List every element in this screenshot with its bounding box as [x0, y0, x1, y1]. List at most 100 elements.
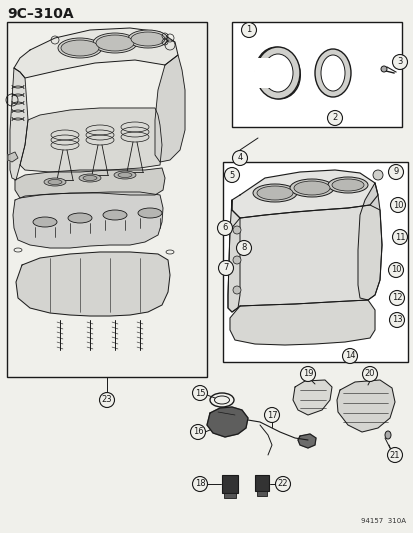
Ellipse shape — [138, 208, 161, 218]
Text: 2: 2 — [332, 114, 337, 123]
Polygon shape — [13, 192, 163, 248]
Text: 5: 5 — [229, 171, 234, 180]
Text: 19: 19 — [302, 369, 313, 378]
Polygon shape — [16, 252, 170, 316]
Ellipse shape — [262, 54, 292, 92]
Text: 10: 10 — [392, 200, 402, 209]
Ellipse shape — [68, 213, 92, 223]
Bar — [231, 22, 401, 127]
Polygon shape — [206, 407, 247, 437]
Ellipse shape — [128, 30, 168, 48]
Text: 10: 10 — [390, 265, 400, 274]
Text: 16: 16 — [192, 427, 203, 437]
Circle shape — [387, 165, 403, 180]
Ellipse shape — [252, 184, 296, 202]
Circle shape — [389, 290, 404, 305]
Circle shape — [389, 198, 404, 213]
Ellipse shape — [58, 38, 102, 58]
Circle shape — [342, 349, 357, 364]
Circle shape — [233, 286, 240, 294]
Ellipse shape — [44, 178, 66, 186]
Ellipse shape — [327, 177, 367, 193]
Text: 94157  310A: 94157 310A — [360, 518, 405, 524]
Text: 23: 23 — [102, 395, 112, 405]
Polygon shape — [297, 434, 315, 448]
Text: 11: 11 — [394, 232, 404, 241]
Ellipse shape — [96, 35, 134, 51]
Circle shape — [218, 261, 233, 276]
Circle shape — [99, 392, 114, 408]
Ellipse shape — [114, 171, 136, 179]
Ellipse shape — [256, 186, 292, 200]
Polygon shape — [20, 108, 161, 172]
Text: 9: 9 — [392, 167, 398, 176]
Polygon shape — [228, 200, 240, 312]
Ellipse shape — [255, 47, 299, 99]
Circle shape — [224, 167, 239, 182]
Text: 18: 18 — [194, 480, 205, 489]
Polygon shape — [15, 168, 165, 198]
Text: 1: 1 — [246, 26, 251, 35]
Text: 22: 22 — [277, 480, 287, 489]
Text: 14: 14 — [344, 351, 354, 360]
Ellipse shape — [289, 179, 333, 197]
Circle shape — [192, 477, 207, 491]
Text: 13: 13 — [391, 316, 401, 325]
Ellipse shape — [93, 33, 137, 53]
Text: 6: 6 — [222, 223, 227, 232]
Ellipse shape — [48, 180, 62, 184]
Bar — [254, 58, 269, 88]
Ellipse shape — [103, 210, 127, 220]
Ellipse shape — [314, 49, 350, 97]
Text: 17: 17 — [266, 410, 277, 419]
Ellipse shape — [380, 66, 386, 72]
Circle shape — [192, 385, 207, 400]
Text: 15: 15 — [194, 389, 205, 398]
Circle shape — [300, 367, 315, 382]
Ellipse shape — [384, 431, 390, 439]
Bar — [256, 491, 266, 496]
Circle shape — [233, 256, 240, 264]
Bar — [7, 22, 206, 377]
Circle shape — [233, 226, 240, 234]
Circle shape — [232, 150, 247, 166]
Polygon shape — [228, 205, 381, 312]
Circle shape — [372, 170, 382, 180]
Circle shape — [387, 448, 401, 463]
Bar — [223, 493, 235, 498]
Text: 3: 3 — [396, 58, 402, 67]
Polygon shape — [231, 170, 377, 218]
Polygon shape — [292, 380, 331, 415]
Circle shape — [236, 240, 251, 255]
Text: 20: 20 — [364, 369, 374, 378]
Ellipse shape — [83, 175, 97, 181]
Circle shape — [275, 477, 290, 491]
Bar — [223, 162, 407, 362]
Ellipse shape — [320, 55, 344, 91]
Polygon shape — [357, 183, 381, 300]
Ellipse shape — [118, 173, 132, 177]
Circle shape — [362, 367, 377, 382]
Ellipse shape — [61, 40, 99, 56]
Text: 8: 8 — [241, 244, 246, 253]
Bar — [221, 475, 237, 493]
Text: 21: 21 — [389, 450, 399, 459]
Ellipse shape — [131, 32, 165, 46]
Circle shape — [241, 22, 256, 37]
Bar — [254, 475, 268, 491]
Polygon shape — [336, 380, 394, 432]
Circle shape — [264, 408, 279, 423]
Ellipse shape — [33, 217, 57, 227]
Circle shape — [190, 424, 205, 440]
Text: 7: 7 — [223, 263, 228, 272]
Ellipse shape — [331, 179, 363, 191]
Polygon shape — [8, 152, 18, 162]
Circle shape — [327, 110, 342, 125]
Ellipse shape — [293, 181, 329, 195]
Polygon shape — [10, 68, 28, 180]
Circle shape — [387, 262, 403, 278]
Text: 9C–310A: 9C–310A — [7, 7, 74, 21]
Polygon shape — [230, 300, 374, 345]
Ellipse shape — [79, 174, 101, 182]
Polygon shape — [14, 28, 178, 78]
